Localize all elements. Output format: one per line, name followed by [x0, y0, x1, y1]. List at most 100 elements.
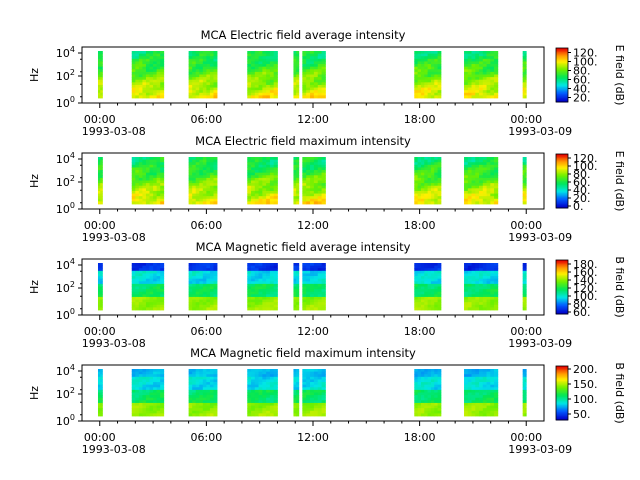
x-start-date: 1993-03-08 [82, 337, 146, 350]
spectrogram-cell [145, 53, 150, 57]
spectrogram-cell [475, 201, 480, 205]
spectrogram-cell [142, 263, 147, 267]
spectrogram-cell [310, 371, 315, 375]
spectrogram-cell [427, 369, 432, 373]
spectrogram-cell [486, 392, 491, 396]
spectrogram-cell [475, 162, 480, 166]
spectrogram-cell [192, 307, 197, 311]
spectrogram-cell [100, 183, 103, 187]
spectrogram-cell [486, 400, 491, 404]
spectrogram-cell [153, 392, 158, 396]
spectrogram-cell [464, 82, 469, 86]
spectrogram-cell [247, 190, 252, 194]
spectrogram-cell [97, 270, 101, 274]
spectrogram-cell [145, 281, 150, 285]
spectrogram-cell [482, 294, 487, 298]
spectrogram-cell [206, 379, 211, 383]
spectrogram-cell [306, 51, 311, 55]
spectrogram-cell [424, 170, 429, 174]
spectrogram-cell [206, 304, 211, 308]
spectrogram-cell [195, 92, 200, 96]
spectrogram-cell [302, 188, 307, 192]
spectrogram-cell [199, 58, 204, 62]
spectrogram-cell [195, 273, 200, 277]
spectrogram-cell [490, 79, 495, 83]
spectrogram-cell [471, 84, 476, 88]
spectrogram-cell [254, 53, 259, 57]
spectrogram-cell [192, 402, 197, 406]
spectrogram-cell [247, 84, 252, 88]
spectrogram-cell [209, 193, 214, 197]
spectrogram-cell [262, 392, 267, 396]
spectrogram-cell [490, 408, 495, 412]
spectrogram-cell [266, 90, 271, 94]
colorbar-segment [556, 382, 568, 385]
spectrogram-cell [296, 79, 300, 83]
spectrogram-cell [251, 369, 256, 373]
spectrogram-cell [273, 84, 278, 88]
spectrogram-cell [479, 387, 484, 391]
spectrogram-cell [254, 51, 259, 55]
spectrogram-cell [254, 392, 259, 396]
spectrogram-cell [258, 188, 263, 192]
spectrogram-cell [188, 61, 193, 65]
spectrogram-cell [138, 162, 143, 166]
spectrogram-cell [209, 159, 214, 163]
spectrogram-cell [247, 61, 252, 65]
spectrogram-cell [209, 384, 214, 388]
spectrogram-cell [100, 74, 103, 78]
spectrogram-cell [153, 382, 158, 386]
colorbar-segment [556, 395, 568, 398]
spectrogram-cell [258, 71, 263, 75]
spectrogram-cell [251, 71, 256, 75]
spectrogram-cell [490, 82, 495, 86]
spectrogram-cell [420, 190, 425, 194]
spectrogram-cell [427, 294, 432, 298]
spectrogram-cell [273, 299, 278, 303]
spectrogram-cell [258, 77, 263, 81]
spectrogram-cell [254, 273, 259, 277]
spectrogram-cell [479, 296, 484, 300]
spectrogram-cell [254, 82, 259, 86]
spectrogram-cell [138, 92, 143, 96]
spectrogram-cell [417, 185, 422, 189]
spectrogram-cell [467, 58, 472, 62]
spectrogram-cell [490, 276, 495, 280]
spectrogram-cell [254, 183, 259, 187]
spectrogram-cell [293, 299, 297, 303]
spectrogram-cell [522, 61, 525, 65]
spectrogram-cell [142, 294, 147, 298]
spectrogram-cell [213, 276, 218, 280]
spectrogram-cell [262, 299, 267, 303]
spectrogram-cell [258, 177, 263, 181]
spectrogram-cell [310, 164, 315, 168]
spectrogram-cell [195, 289, 200, 293]
spectrogram-cell [254, 95, 259, 99]
spectrogram-cell [97, 172, 101, 176]
spectrogram-cell [188, 56, 193, 60]
spectrogram-cell [247, 283, 252, 287]
spectrogram-cell [251, 410, 256, 414]
spectrogram-cell [482, 291, 487, 295]
spectrogram-cell [258, 53, 263, 57]
spectrogram-cell [209, 177, 214, 181]
spectrogram-cell [160, 177, 165, 181]
spectrogram-cell [192, 410, 197, 414]
spectrogram-cell [247, 56, 252, 60]
spectrogram-cell [247, 177, 252, 181]
spectrogram-cell [296, 376, 300, 380]
spectrogram-cell [482, 278, 487, 282]
colorbar-segment [556, 77, 568, 80]
spectrogram-cell [437, 87, 442, 91]
spectrogram-cell [494, 82, 499, 86]
spectrogram-cell [138, 369, 143, 373]
spectrogram-cell [138, 384, 143, 388]
spectrogram-cell [434, 167, 438, 171]
spectrogram-cell [317, 392, 322, 396]
spectrogram-cell [437, 90, 442, 94]
spectrogram-cell [424, 371, 429, 375]
spectrogram-cell [202, 201, 207, 205]
spectrogram-cell [195, 157, 200, 161]
spectrogram-cell [97, 371, 101, 375]
spectrogram-cell [522, 95, 525, 99]
